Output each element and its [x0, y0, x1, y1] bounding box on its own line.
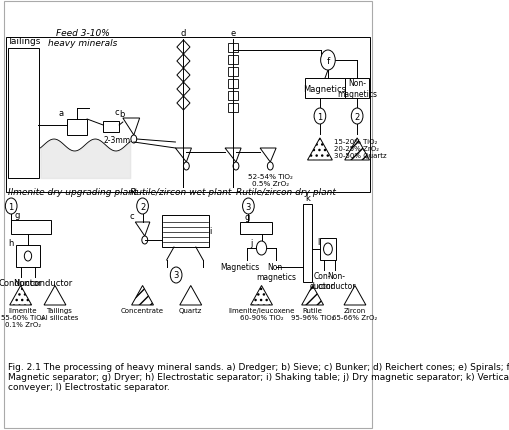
Text: d: d	[181, 29, 186, 38]
Polygon shape	[345, 138, 370, 161]
Polygon shape	[302, 286, 324, 305]
Text: 52-54% TiO₂
0.5% ZrO₂: 52-54% TiO₂ 0.5% ZrO₂	[248, 174, 293, 187]
Text: Concentrate: Concentrate	[121, 307, 164, 313]
Text: g: g	[244, 212, 249, 221]
Circle shape	[324, 243, 332, 255]
Text: c: c	[115, 108, 119, 117]
Text: Fig. 2.1 The processing of heavy mineral sands. a) Dredger; b) Sieve; c) Bunker;: Fig. 2.1 The processing of heavy mineral…	[8, 362, 509, 371]
Bar	[8, 49, 39, 178]
Text: 1: 1	[317, 112, 323, 121]
Text: k: k	[305, 194, 310, 203]
Text: Rutile
95-96% TiO₂: Rutile 95-96% TiO₂	[291, 307, 334, 320]
Polygon shape	[177, 83, 190, 97]
Circle shape	[267, 163, 273, 171]
Bar	[305, 79, 346, 99]
Text: Zircon
65-66% ZrO₂: Zircon 65-66% ZrO₂	[332, 307, 378, 320]
Text: 15-20% TiO₂
20-25% ZrO₂
30-50% Quartz: 15-20% TiO₂ 20-25% ZrO₂ 30-50% Quartz	[334, 139, 386, 159]
Bar	[240, 222, 272, 234]
Circle shape	[6, 199, 17, 215]
Circle shape	[243, 199, 254, 215]
Bar	[6, 38, 370, 193]
Bar	[228, 92, 238, 101]
Text: Non-
magnetics: Non- magnetics	[256, 262, 296, 282]
Text: Feed 3-10%
heavy minerals: Feed 3-10% heavy minerals	[48, 28, 118, 48]
Text: a: a	[58, 109, 64, 118]
Text: Non-
magnetics: Non- magnetics	[337, 79, 377, 98]
Polygon shape	[10, 286, 32, 305]
Text: Magnetic separator; g) Dryer; h) Electrostatic separator; i) Shaking table; j) D: Magnetic separator; g) Dryer; h) Electro…	[8, 372, 509, 381]
Text: Rutile/zircon wet plant: Rutile/zircon wet plant	[130, 187, 232, 197]
Circle shape	[257, 241, 267, 255]
Text: Magnetics: Magnetics	[220, 262, 259, 271]
Polygon shape	[250, 286, 272, 305]
Text: Rutile/zircon dry plant: Rutile/zircon dry plant	[236, 187, 336, 197]
Circle shape	[24, 252, 32, 261]
Bar	[228, 68, 238, 77]
Text: Conductor: Conductor	[0, 278, 42, 287]
Text: Magnetics: Magnetics	[303, 84, 347, 93]
Text: Nonconductor: Nonconductor	[13, 278, 72, 287]
Text: e: e	[231, 29, 236, 38]
Text: g: g	[14, 211, 20, 219]
Text: Tailings: Tailings	[7, 37, 40, 46]
Circle shape	[131, 136, 137, 144]
Bar	[303, 205, 312, 283]
Text: 2-3mm: 2-3mm	[103, 136, 130, 144]
Text: Ilmenite dry upgrading plant: Ilmenite dry upgrading plant	[8, 187, 137, 197]
Text: Con-
ductor: Con- ductor	[309, 271, 334, 291]
Circle shape	[137, 199, 149, 215]
Text: 3: 3	[246, 202, 251, 211]
Bar	[346, 79, 369, 99]
Polygon shape	[307, 138, 332, 161]
Text: j: j	[250, 239, 253, 248]
Polygon shape	[177, 41, 190, 55]
Text: conveyer; l) Electrostatic separator.: conveyer; l) Electrostatic separator.	[8, 382, 169, 391]
Bar	[320, 239, 336, 261]
Bar	[228, 80, 238, 89]
Text: 3: 3	[174, 271, 179, 280]
Circle shape	[314, 109, 326, 125]
Polygon shape	[132, 286, 154, 305]
Text: c: c	[129, 212, 134, 221]
Text: 2: 2	[354, 112, 360, 121]
Polygon shape	[135, 222, 150, 236]
Bar	[161, 215, 209, 247]
Text: Ilmenite/leucoxene
60-90% TiO₂: Ilmenite/leucoxene 60-90% TiO₂	[229, 307, 295, 320]
Text: Quartz: Quartz	[179, 307, 203, 313]
Polygon shape	[123, 119, 139, 136]
Text: l: l	[317, 237, 319, 246]
Text: b: b	[119, 110, 125, 119]
Text: i: i	[209, 227, 211, 236]
Polygon shape	[260, 149, 276, 163]
Polygon shape	[344, 286, 366, 305]
Text: Ilmenite
55-60% TiO₂
0.1% ZrO₂: Ilmenite 55-60% TiO₂ 0.1% ZrO₂	[1, 307, 45, 327]
Circle shape	[233, 163, 239, 171]
Bar	[11, 221, 51, 234]
Polygon shape	[44, 286, 66, 305]
Bar	[228, 104, 238, 113]
Text: 2: 2	[140, 202, 145, 211]
Bar	[228, 44, 238, 53]
Bar	[67, 120, 87, 136]
Polygon shape	[177, 97, 190, 111]
Text: Tailings
Al silicates: Tailings Al silicates	[41, 307, 78, 320]
Text: h: h	[9, 238, 14, 247]
Text: f: f	[326, 56, 329, 65]
Bar	[228, 56, 238, 65]
Polygon shape	[177, 55, 190, 69]
Polygon shape	[176, 149, 191, 163]
Polygon shape	[177, 69, 190, 83]
Polygon shape	[180, 286, 202, 305]
Circle shape	[183, 163, 189, 171]
Text: 1: 1	[9, 202, 14, 211]
Circle shape	[171, 267, 182, 283]
Circle shape	[351, 109, 363, 125]
Polygon shape	[225, 149, 241, 163]
Circle shape	[142, 237, 148, 244]
Text: Non-
conductor: Non- conductor	[318, 271, 356, 291]
Bar	[16, 246, 40, 267]
Bar	[103, 122, 119, 133]
Circle shape	[321, 51, 335, 71]
